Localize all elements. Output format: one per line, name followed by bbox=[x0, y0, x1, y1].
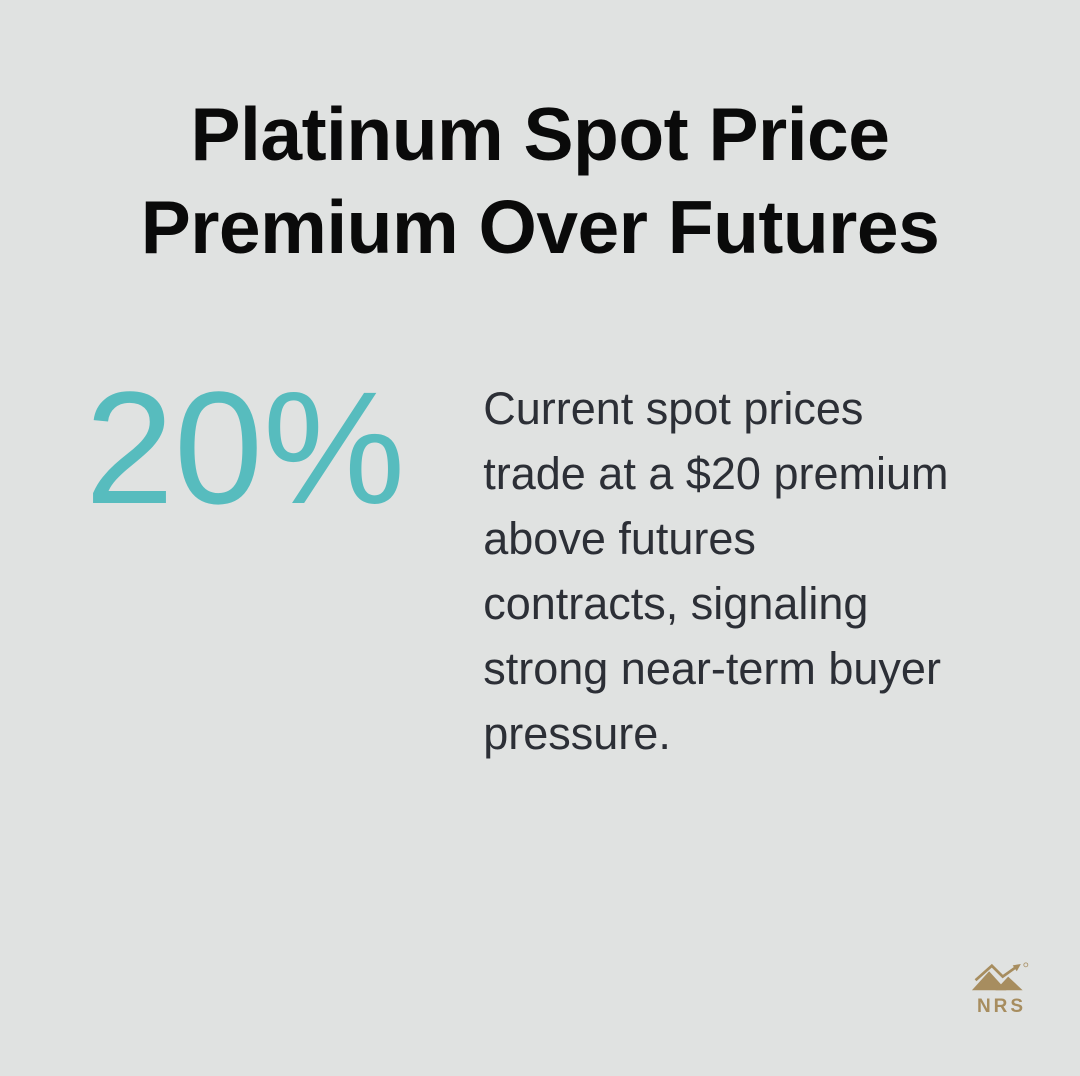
brand-name: NRS bbox=[976, 996, 1027, 1017]
fact-section: 20% Current spot prices trade at a $20 p… bbox=[85, 368, 1080, 766]
brand-logo: NRS bbox=[970, 962, 1030, 1018]
mountain-trend-arrow-icon bbox=[970, 962, 1030, 994]
page-title: Platinum Spot Price Premium Over Futures bbox=[140, 92, 940, 269]
fact-description: Current spot prices trade at a $20 premi… bbox=[483, 383, 949, 759]
infographic-card: Platinum Spot Price Premium Over Futures… bbox=[0, 88, 1080, 1076]
fact-value: 20% bbox=[85, 358, 406, 537]
